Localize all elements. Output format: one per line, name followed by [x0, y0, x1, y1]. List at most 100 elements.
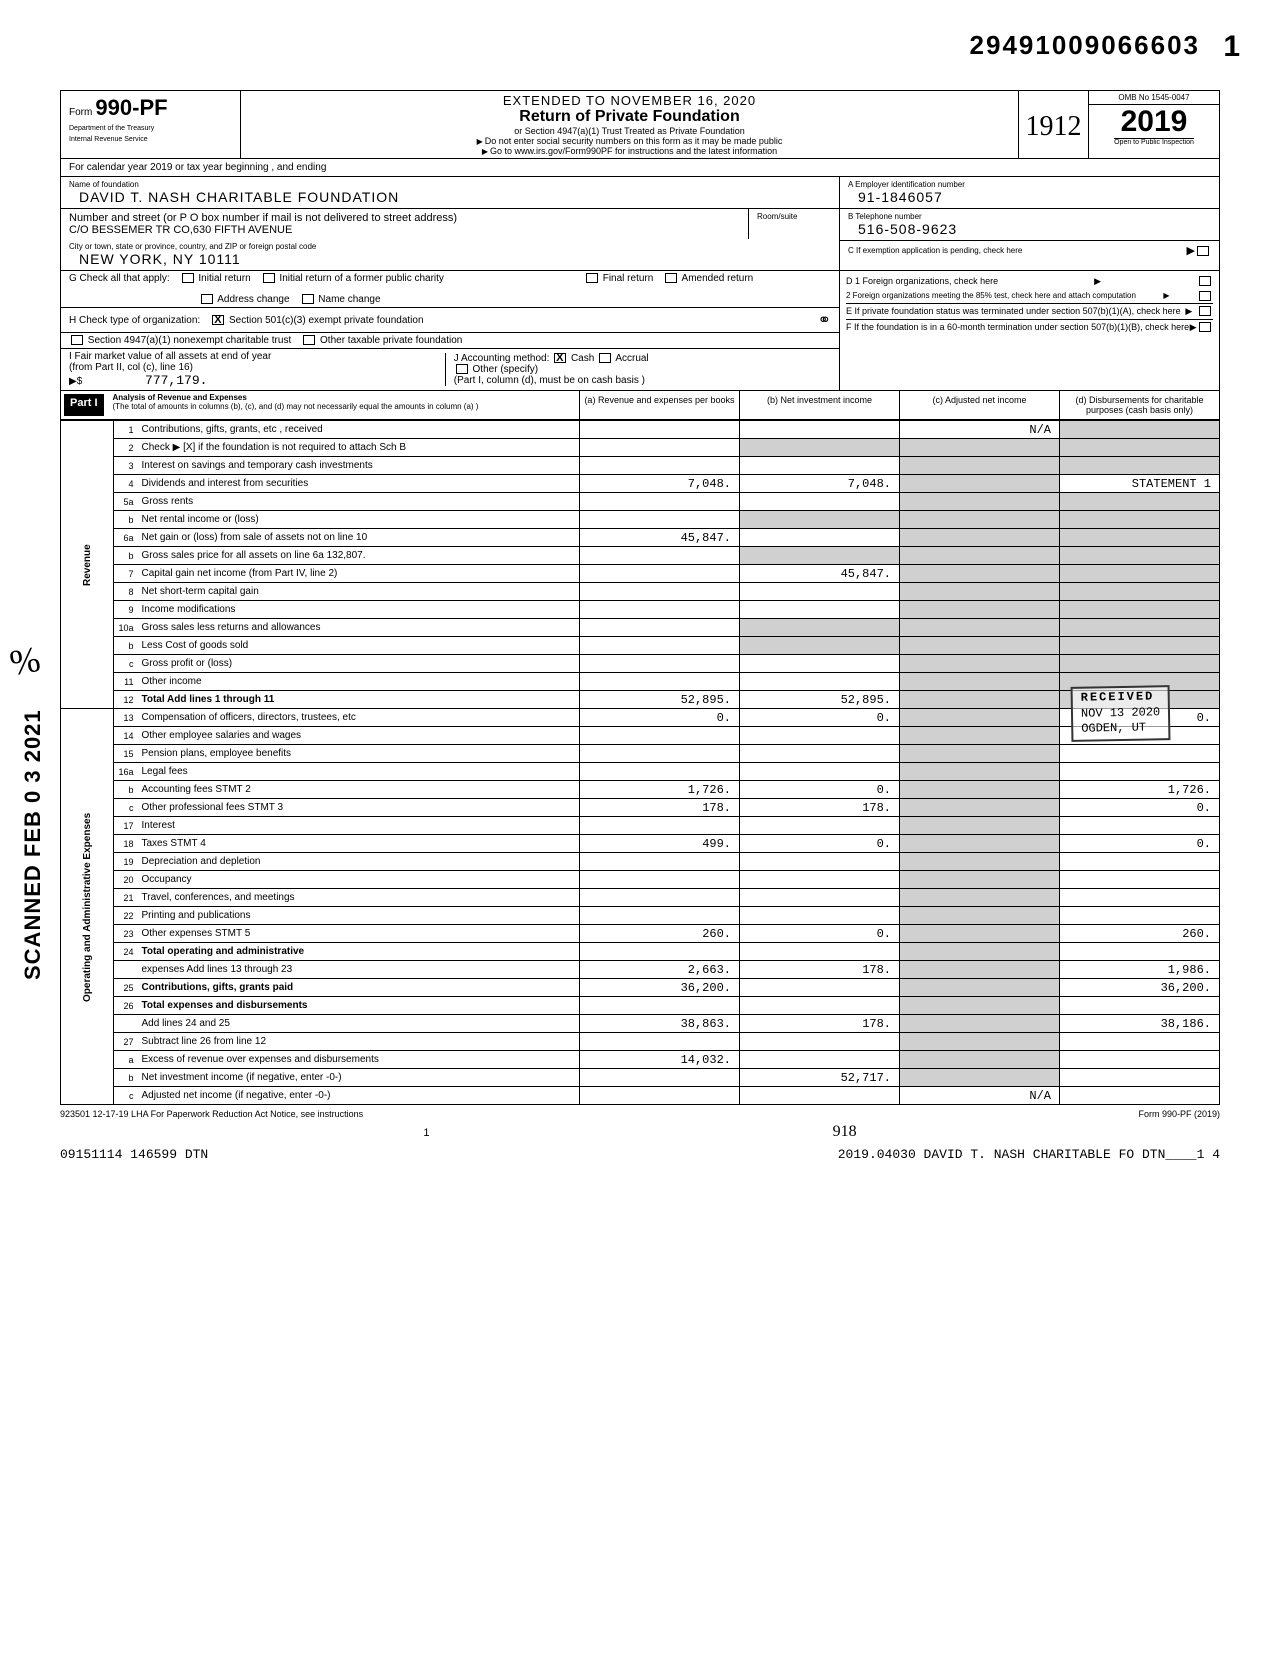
- g-opt-0: Initial return: [198, 273, 250, 284]
- j-other-checkbox[interactable]: [456, 364, 468, 374]
- cell-value: 0.: [740, 925, 900, 943]
- cell-value: [580, 457, 740, 475]
- cell-value: [1060, 529, 1220, 547]
- cell-value: 1,986.: [1060, 961, 1220, 979]
- cell-value: [1060, 583, 1220, 601]
- row-description: Gross rents: [138, 493, 580, 511]
- row-number: 11: [114, 673, 138, 691]
- g-opt-5: Name change: [318, 294, 380, 305]
- cell-value: 178.: [740, 1015, 900, 1033]
- cell-value: [1060, 637, 1220, 655]
- cell-value: [900, 1051, 1060, 1069]
- row-number: 25: [114, 979, 138, 997]
- row-description: Excess of revenue over expenses and disb…: [138, 1051, 580, 1069]
- cell-value: [1060, 763, 1220, 781]
- j-accrual-checkbox[interactable]: [599, 353, 611, 363]
- cell-value: [900, 889, 1060, 907]
- cell-value: STATEMENT 1: [1060, 475, 1220, 493]
- cell-value: [740, 727, 900, 745]
- row-description: Less Cost of goods sold: [138, 637, 580, 655]
- cell-value: [580, 871, 740, 889]
- f-checkbox[interactable]: [1199, 322, 1211, 332]
- row-number: 2: [114, 439, 138, 457]
- section-g-through-j: G Check all that apply: Initial return I…: [60, 271, 1220, 391]
- row-number: 3: [114, 457, 138, 475]
- d1-checkbox[interactable]: [1199, 276, 1211, 286]
- cell-value: 36,200.: [1060, 979, 1220, 997]
- foundation-address: C/O BESSEMER TR CO,630 FIFTH AVENUE: [69, 224, 740, 236]
- foundation-city: NEW YORK, NY 10111: [69, 251, 831, 267]
- c-checkbox[interactable]: [1197, 246, 1209, 256]
- g-initial-former[interactable]: [263, 273, 275, 283]
- cell-value: [580, 853, 740, 871]
- cell-value: [740, 547, 900, 565]
- table-row: 6aNet gain or (loss) from sale of assets…: [61, 529, 1220, 547]
- row-description: Net rental income or (loss): [138, 511, 580, 529]
- table-row: 5aGross rents: [61, 493, 1220, 511]
- cell-value: [900, 871, 1060, 889]
- row-number: b: [114, 511, 138, 529]
- infinity-mark: ⚭: [818, 310, 831, 330]
- table-row: 7Capital gain net income (from Part IV, …: [61, 565, 1220, 583]
- ein-value: 91-1846057: [848, 189, 1211, 205]
- g-address-change[interactable]: [201, 294, 213, 304]
- table-row: 26Total expenses and disbursements: [61, 997, 1220, 1015]
- h-501c3-checkbox[interactable]: [212, 315, 224, 325]
- row-number: 4: [114, 475, 138, 493]
- cell-value: [580, 763, 740, 781]
- table-row: 17Interest: [61, 817, 1220, 835]
- cell-value: [740, 439, 900, 457]
- part1-label: Part I: [63, 393, 105, 417]
- foundation-info-block: Name of foundation DAVID T. NASH CHARITA…: [60, 177, 1220, 271]
- table-row: cAdjusted net income (if negative, enter…: [61, 1087, 1220, 1105]
- e-checkbox[interactable]: [1199, 306, 1211, 316]
- cell-value: [1060, 655, 1220, 673]
- cell-value: [580, 673, 740, 691]
- cell-value: [580, 1087, 740, 1105]
- g-amended[interactable]: [665, 273, 677, 283]
- g-initial-return[interactable]: [182, 273, 194, 283]
- table-row: bAccounting fees STMT 21,726.0.1,726.: [61, 781, 1220, 799]
- g-final-return[interactable]: [586, 273, 598, 283]
- stamp-received: RECEIVED: [1080, 689, 1159, 706]
- j-cash-checkbox[interactable]: [554, 353, 566, 363]
- row-description: Gross sales price for all assets on line…: [138, 547, 580, 565]
- table-row: expenses Add lines 13 through 232,663.17…: [61, 961, 1220, 979]
- cell-value: [1060, 871, 1220, 889]
- table-row: 23Other expenses STMT 5260.0.260.: [61, 925, 1220, 943]
- cell-value: 38,863.: [580, 1015, 740, 1033]
- table-row: 20Occupancy: [61, 871, 1220, 889]
- h-other-checkbox[interactable]: [303, 335, 315, 345]
- cell-value: 52,895.: [740, 691, 900, 709]
- g-name-change[interactable]: [302, 294, 314, 304]
- cell-value: [900, 673, 1060, 691]
- omb-number: OMB No 1545-0047: [1089, 91, 1219, 105]
- cell-value: [900, 709, 1060, 727]
- d2-checkbox[interactable]: [1199, 291, 1211, 301]
- j-other: Other (specify): [473, 364, 539, 375]
- telephone-value: 516-508-9623: [848, 221, 1211, 237]
- row-description: Total operating and administrative: [138, 943, 580, 961]
- row-number: c: [114, 799, 138, 817]
- cell-value: [1060, 493, 1220, 511]
- cell-value: [580, 727, 740, 745]
- row-number: 12: [114, 691, 138, 709]
- cell-value: [1060, 601, 1220, 619]
- cell-value: [1060, 1087, 1220, 1105]
- row-number: b: [114, 1069, 138, 1087]
- cell-value: [1060, 1033, 1220, 1051]
- table-row: 22Printing and publications: [61, 907, 1220, 925]
- cell-value: [740, 529, 900, 547]
- cell-value: [900, 475, 1060, 493]
- row-description: Dividends and interest from securities: [138, 475, 580, 493]
- cell-value: [740, 1033, 900, 1051]
- table-row: 15Pension plans, employee benefits: [61, 745, 1220, 763]
- h-4947-checkbox[interactable]: [71, 335, 83, 345]
- cell-value: [740, 511, 900, 529]
- cell-value: [580, 493, 740, 511]
- cell-value: [580, 619, 740, 637]
- cell-value: [580, 601, 740, 619]
- cell-value: [740, 637, 900, 655]
- cell-value: [900, 853, 1060, 871]
- form-title: Return of Private Foundation: [249, 108, 1010, 126]
